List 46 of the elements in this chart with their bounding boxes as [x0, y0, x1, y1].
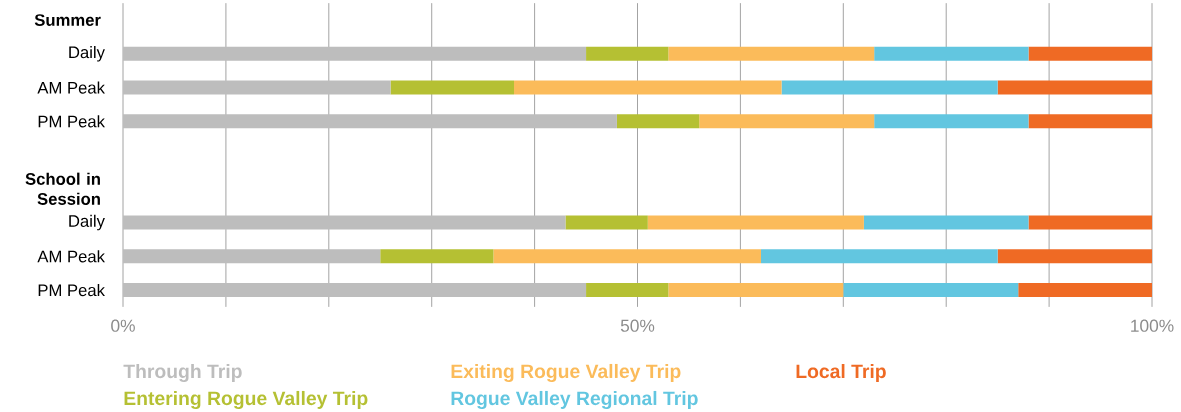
x-tick-label: 100%	[1131, 319, 1174, 332]
bar	[874, 46, 1029, 61]
text: School in Session	[25, 172, 100, 205]
y-tick-label: Daily	[69, 214, 105, 231]
bar	[123, 114, 617, 129]
bar	[123, 46, 587, 61]
bar	[616, 114, 700, 129]
bar	[863, 215, 1029, 230]
bar	[586, 283, 669, 298]
bar	[514, 80, 782, 95]
bar	[1018, 283, 1152, 298]
text: Entering Rogue Valley Trip	[124, 390, 368, 410]
text: Summer	[34, 14, 101, 26]
y-tick-label: AM Peak	[37, 81, 105, 94]
text: Rogue Valley Regional Trip	[451, 390, 698, 410]
text: Exiting Rogue Valley Trip	[451, 363, 681, 383]
x-tick-label: 50%	[620, 319, 655, 332]
bar	[565, 215, 648, 230]
bar	[586, 46, 669, 61]
bar	[123, 249, 381, 264]
bar	[123, 80, 391, 95]
bar	[123, 283, 587, 298]
bar	[760, 249, 998, 264]
bar	[380, 249, 494, 264]
bar	[843, 283, 1019, 298]
text: Local Trip	[796, 363, 886, 383]
y-tick-label: Daily	[69, 45, 105, 62]
bar	[699, 114, 875, 129]
bar	[493, 249, 761, 264]
y-tick-label: PM Peak	[38, 115, 105, 128]
x-tick-label: 0%	[111, 319, 135, 332]
bar	[1028, 114, 1152, 129]
bar	[997, 80, 1152, 95]
bar	[668, 283, 844, 298]
y-tick-label: AM Peak	[37, 250, 105, 263]
bar	[997, 249, 1152, 264]
bar	[647, 215, 864, 230]
bar	[668, 46, 875, 61]
bar	[781, 80, 998, 95]
y-tick-label: PM Peak	[38, 283, 105, 297]
bar	[1028, 46, 1152, 61]
bar	[123, 215, 566, 230]
bar	[874, 114, 1029, 129]
text: Through Trip	[123, 363, 242, 383]
bar	[390, 80, 515, 95]
bar	[1028, 215, 1152, 230]
